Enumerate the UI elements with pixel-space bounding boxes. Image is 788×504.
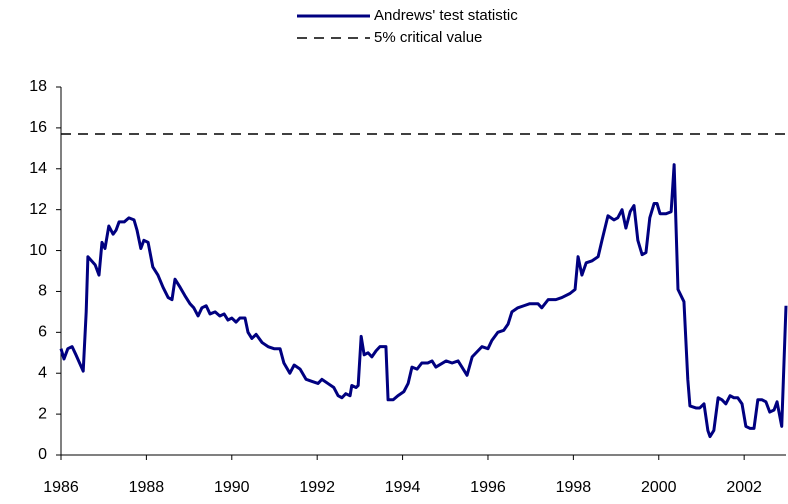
x-tick-label: 1996	[470, 479, 506, 496]
legend-label: Andrews' test statistic	[374, 7, 518, 24]
x-tick-label: 1986	[43, 479, 79, 496]
x-tick-label: 1988	[129, 479, 165, 496]
x-tick-label: 1998	[556, 479, 592, 496]
x-tick-label: 2002	[726, 479, 762, 496]
y-tick-label: 2	[38, 405, 47, 422]
y-tick-label: 6	[38, 324, 47, 341]
y-tick-label: 0	[38, 446, 47, 463]
y-tick-label: 4	[38, 364, 47, 381]
y-tick-label: 18	[29, 78, 47, 95]
y-tick-label: 10	[29, 242, 47, 259]
series-line	[59, 163, 788, 439]
legend-label: 5% critical value	[374, 29, 482, 46]
y-tick-label: 8	[38, 283, 47, 300]
x-tick-label: 1992	[299, 479, 335, 496]
x-tick-label: 1990	[214, 479, 250, 496]
x-tick-label: 2000	[641, 479, 677, 496]
y-tick-label: 12	[29, 201, 47, 218]
y-tick-label: 16	[29, 119, 47, 136]
x-tick-label: 1994	[385, 479, 421, 496]
y-tick-label: 14	[29, 160, 47, 177]
